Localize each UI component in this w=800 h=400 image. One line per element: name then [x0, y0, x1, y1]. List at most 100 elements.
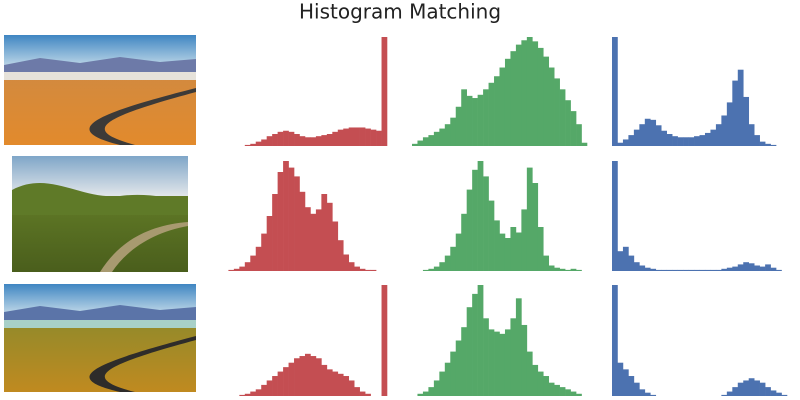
- matched-image: [4, 284, 196, 392]
- histogram-bar: [644, 267, 651, 271]
- histogram-bar: [255, 141, 262, 146]
- histogram-bar: [304, 137, 311, 146]
- histogram-bar: [315, 358, 322, 396]
- histogram-bar: [283, 130, 289, 146]
- histogram-bar: [576, 393, 582, 396]
- histogram-bar: [488, 200, 495, 271]
- histogram-bar: [743, 262, 750, 271]
- histogram-bar: [532, 183, 539, 271]
- histogram-bar: [526, 351, 533, 396]
- histogram-bar: [710, 269, 717, 271]
- histogram-bar: [337, 373, 344, 396]
- histogram-bar: [721, 394, 728, 396]
- histogram-bar: [743, 96, 750, 146]
- histogram-bar: [261, 233, 267, 271]
- histogram-bar: [310, 137, 317, 146]
- histogram-bar: [726, 102, 733, 146]
- histogram-bar: [477, 161, 484, 271]
- histogram-bar: [461, 213, 467, 271]
- histogram-bar: [422, 137, 429, 146]
- histogram-bar: [499, 67, 506, 146]
- histogram-bar: [477, 285, 484, 396]
- histogram-bar: [299, 136, 306, 146]
- histogram-bar: [759, 266, 766, 271]
- histogram-bar: [770, 144, 777, 146]
- histogram-bar: [239, 266, 246, 271]
- histogram-bar: [612, 161, 618, 271]
- histogram-bar: [732, 387, 739, 396]
- histogram-bar: [633, 262, 640, 271]
- histogram-bar: [439, 262, 446, 271]
- histogram-bar: [570, 268, 577, 271]
- histogram-bar: [433, 266, 440, 271]
- histogram-bar: [765, 387, 771, 396]
- histogram-bar: [559, 387, 566, 396]
- histogram-bar: [488, 329, 495, 396]
- histogram-bar: [450, 351, 457, 396]
- histogram-bar: [715, 269, 722, 271]
- histogram-bar: [266, 136, 273, 146]
- histogram-bar: [359, 127, 366, 146]
- histogram-bar: [250, 391, 257, 396]
- histogram-bar: [515, 232, 522, 271]
- histogram-bar: [543, 255, 550, 271]
- histogram-bar: [444, 124, 451, 146]
- histogram-bar: [439, 128, 446, 146]
- histogram-bar: [417, 140, 424, 146]
- histogram-bar: [472, 98, 478, 146]
- histogram-bar: [381, 285, 388, 396]
- histogram-bar: [622, 139, 629, 146]
- histogram-bar: [732, 266, 739, 271]
- histogram-bar: [565, 100, 571, 146]
- histogram-bar: [326, 202, 333, 271]
- histogram-bar: [255, 246, 262, 271]
- histogram-bar: [250, 255, 257, 271]
- histogram-bar: [321, 135, 328, 146]
- histogram-bar: [612, 285, 618, 396]
- histogram-bar: [343, 254, 350, 271]
- histogram-bar: [370, 269, 377, 271]
- histogram-bar: [650, 119, 657, 146]
- histogram-bar: [581, 142, 588, 146]
- histogram-bar: [559, 89, 566, 146]
- histogram-bar: [326, 134, 333, 146]
- histogram-bar: [672, 269, 678, 271]
- histogram-bar: [228, 269, 235, 271]
- histogram-bar: [721, 268, 728, 271]
- histogram-bar: [639, 265, 646, 271]
- histogram-bar: [617, 251, 624, 271]
- histogram-bar: [381, 37, 388, 146]
- histogram-bar: [272, 134, 278, 146]
- histogram-bar: [548, 265, 555, 271]
- histogram-bar: [455, 233, 462, 271]
- histogram-bar: [370, 129, 377, 146]
- histogram-bar: [354, 266, 360, 271]
- histogram-bar: [565, 389, 571, 396]
- histogram-bar: [688, 269, 695, 271]
- histogram-bar: [694, 269, 700, 271]
- histogram-bar: [548, 382, 555, 396]
- histogram-bar: [354, 127, 360, 146]
- histogram-bar: [770, 267, 777, 271]
- histogram-bar: [483, 176, 489, 271]
- histogram-bar: [726, 391, 733, 396]
- histogram-bar: [439, 371, 446, 396]
- histogram-bar: [628, 135, 635, 146]
- histogram-bar: [570, 391, 577, 396]
- histogram-bar: [737, 69, 744, 146]
- histogram-bar: [515, 44, 522, 146]
- histogram-bar: [304, 353, 311, 396]
- histogram-bar: [617, 142, 624, 146]
- histogram-bar: [422, 391, 429, 396]
- histogram-bar: [288, 362, 295, 396]
- histogram-bar: [537, 227, 544, 271]
- histogram-bar: [428, 135, 435, 146]
- histogram-bar: [433, 131, 440, 146]
- histogram-bar: [644, 118, 651, 146]
- histogram-bar: [661, 269, 667, 271]
- histogram-bar: [732, 80, 739, 146]
- histogram-bar: [554, 78, 560, 146]
- histogram-bar: [272, 376, 278, 396]
- histogram-bar: [332, 221, 339, 271]
- histogram-bar: [376, 130, 382, 146]
